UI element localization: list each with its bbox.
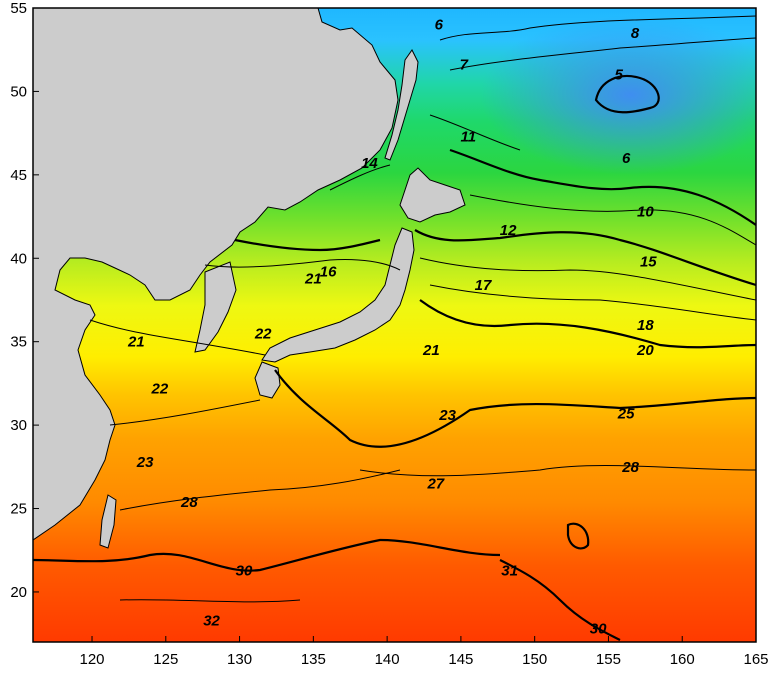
contour-label: 17: [475, 277, 492, 294]
contour-label: 21: [422, 342, 440, 359]
kyushu-island: [254, 361, 281, 399]
contour-label: 15: [640, 254, 657, 271]
contour-label: 10: [637, 204, 654, 221]
sakhalin-island: [384, 49, 419, 161]
plot-frame: [32, 7, 757, 643]
hokkaido-island: [399, 167, 466, 223]
y-tick-label: 25: [10, 501, 27, 518]
isotherm-16: [234, 238, 381, 252]
contour-label: 23: [438, 407, 456, 424]
x-tick-label: 165: [743, 651, 768, 668]
contour-label: 30: [236, 562, 253, 579]
contour-label: 18: [637, 317, 654, 334]
isotherm-22: [89, 319, 266, 356]
cold-water-pool: [480, 15, 756, 175]
isotherm-15: [414, 229, 756, 287]
contour-label: 22: [254, 325, 272, 342]
x-tick-label: 145: [448, 651, 473, 668]
contour-label: 30: [590, 621, 607, 638]
contour-label: 6: [622, 150, 631, 167]
contour-label: 11: [460, 128, 476, 145]
x-tick-label: 160: [670, 651, 695, 668]
contour-label: 28: [180, 494, 198, 511]
y-tick-label: 35: [10, 334, 27, 351]
isotherm-11: [429, 114, 521, 151]
isotherm-18: [429, 284, 756, 321]
isotherm-30: [33, 538, 501, 572]
x-tick-label: 155: [596, 651, 621, 668]
isotherm-25: [274, 369, 756, 448]
contour-label: 31: [501, 562, 518, 579]
y-tick-label: 50: [10, 83, 27, 100]
isotherm-28: [119, 469, 401, 511]
contour-label: 21: [304, 270, 322, 287]
x-tick-label: 135: [301, 651, 326, 668]
y-tick-label: 55: [10, 0, 27, 17]
isotherm-21: [204, 259, 401, 271]
isotherm-12: [469, 194, 756, 246]
x-axis: 120 125 130 135 140 145 150 155 160 165: [80, 636, 769, 668]
contour-label: 27: [426, 476, 444, 493]
isotherm-27: [359, 465, 756, 477]
plot-area: [33, 8, 756, 642]
contour-label: 23: [136, 454, 154, 471]
korean-peninsula: [194, 261, 237, 353]
isotherm-8: [449, 37, 756, 71]
isotherm-14: [329, 164, 391, 191]
x-tick-label: 130: [227, 651, 252, 668]
contour-label: 5: [615, 67, 624, 84]
isotherm-31: [499, 559, 621, 641]
y-axis: 20 25 30 35 40 45 50 55: [10, 0, 39, 601]
y-tick-label: 30: [10, 417, 27, 434]
contour-label: 14: [361, 155, 378, 172]
contour-label: 6: [435, 17, 444, 34]
contour-label: 22: [151, 380, 169, 397]
contour-label: 16: [320, 264, 337, 281]
contour-label: 12: [500, 222, 517, 239]
contour-label: 21: [127, 334, 145, 351]
asian-mainland: [33, 8, 399, 541]
isotherm-6: [439, 15, 756, 41]
contour-label: 32: [203, 612, 220, 629]
contour-label: 20: [636, 342, 654, 359]
contour-label: 25: [617, 405, 635, 422]
isotherm-17: [419, 257, 756, 301]
isotherm-20: [419, 299, 756, 349]
y-tick-label: 45: [10, 167, 27, 184]
isotherm-23: [109, 399, 261, 426]
taiwan-island: [99, 494, 117, 549]
x-tick-label: 120: [80, 651, 105, 668]
isotherm-32: [119, 599, 301, 603]
isotherm-contours: [33, 15, 756, 641]
contour-label: 8: [631, 25, 640, 42]
y-tick-label: 40: [10, 250, 27, 267]
isotherm-5: [594, 74, 660, 114]
isotherm-30-loop: [566, 522, 590, 550]
honshu-island: [261, 227, 415, 363]
x-tick-label: 150: [522, 651, 547, 668]
x-tick-label: 125: [153, 651, 178, 668]
x-tick-label: 140: [375, 651, 400, 668]
contour-labels: 6 8 7 5 6 11 14 10 12 16 15 21 17 22 18 21 21 20 22 23 25 23 2…: [127, 17, 657, 638]
contour-label: 7: [460, 57, 469, 74]
contour-label: 28: [621, 459, 639, 476]
isotherm-10: [449, 148, 756, 226]
y-tick-label: 20: [10, 584, 27, 601]
